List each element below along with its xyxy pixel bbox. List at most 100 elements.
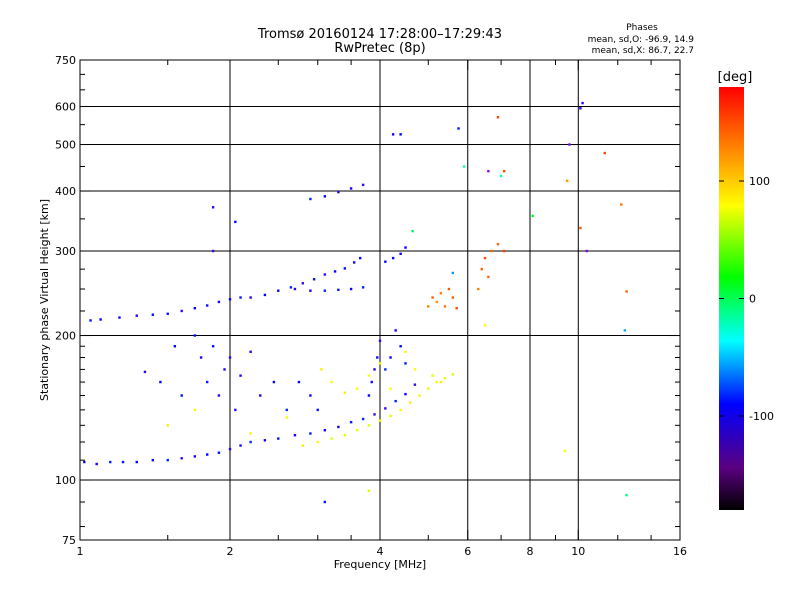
data-point [447, 287, 451, 291]
y-tick-label: 500 [55, 139, 76, 152]
data-point [565, 179, 569, 183]
data-point [623, 329, 627, 332]
y-tick-label: 100 [55, 474, 76, 487]
data-point [180, 457, 183, 460]
colorbar-tick-label: 0 [749, 293, 756, 306]
data-point [211, 206, 215, 209]
data-point [625, 290, 628, 293]
data-point [480, 267, 483, 271]
data-point [297, 380, 301, 384]
data-point [193, 334, 197, 337]
x-tick-label: 8 [527, 545, 534, 558]
legend-title: Phases [626, 23, 658, 33]
data-point [431, 296, 434, 299]
data-point [435, 380, 438, 384]
data-point [439, 380, 443, 384]
data-point [211, 249, 215, 253]
data-point [394, 329, 397, 332]
data-point [367, 394, 371, 397]
data-point [323, 273, 327, 276]
data-point [249, 440, 252, 444]
data-point [413, 383, 417, 386]
data-point [121, 460, 125, 464]
data-point [135, 314, 138, 317]
data-point [349, 287, 353, 291]
data-point [323, 500, 327, 504]
data-point [568, 143, 571, 146]
data-point [263, 439, 267, 442]
x-tick-label: 2 [227, 545, 234, 558]
data-point [166, 424, 169, 427]
data-point [337, 190, 340, 194]
data-point [205, 304, 209, 307]
data-point [234, 408, 237, 412]
x-tick-label: 6 [464, 545, 471, 558]
colorbar-tick-label: 100 [749, 175, 770, 188]
data-point [361, 183, 365, 187]
data-point [309, 394, 312, 397]
data-point [277, 437, 280, 440]
data-point [249, 432, 252, 435]
data-point [349, 420, 353, 424]
data-point [173, 345, 177, 348]
data-point [579, 226, 582, 230]
data-point [487, 169, 490, 173]
data-point [330, 437, 333, 440]
data-point [499, 174, 503, 178]
data-point [435, 300, 438, 304]
data-point [330, 380, 333, 384]
data-point [477, 287, 480, 291]
data-point [180, 309, 183, 313]
data-point [239, 296, 242, 299]
data-point [370, 380, 373, 384]
data-point [487, 275, 490, 279]
data-point [89, 319, 92, 322]
data-point [384, 407, 387, 410]
data-point [166, 312, 169, 315]
data-point [323, 289, 327, 292]
data-point [367, 424, 371, 427]
y-tick-label: 600 [55, 101, 76, 114]
x-tick-label: 16 [673, 545, 687, 558]
data-point [384, 368, 387, 371]
data-point [427, 387, 430, 390]
data-point [378, 419, 382, 422]
data-point [439, 292, 443, 295]
data-point [285, 416, 288, 419]
data-point [483, 256, 487, 260]
data-point [83, 460, 86, 464]
data-point [404, 350, 407, 353]
data-point [159, 380, 162, 384]
data-point [343, 433, 347, 437]
data-point [352, 261, 356, 264]
data-point [285, 408, 288, 412]
data-point [217, 300, 221, 304]
legend-line-o: mean, sd,O: -96.9, 14.9 [588, 35, 695, 45]
data-point [355, 429, 359, 432]
data-point [376, 356, 379, 359]
data-point [394, 399, 397, 403]
data-point [378, 339, 382, 343]
data-point [443, 376, 447, 380]
data-point [309, 197, 312, 201]
colorbar-tick-label: -100 [749, 410, 774, 423]
data-point [373, 413, 376, 416]
data-point [389, 356, 392, 359]
data-point [109, 460, 112, 464]
data-point [309, 289, 312, 292]
data-point [337, 288, 340, 292]
data-point [389, 414, 392, 418]
data-point [239, 444, 242, 447]
data-point [316, 408, 319, 412]
data-point [293, 287, 297, 291]
data-point [361, 286, 365, 289]
data-point [293, 433, 297, 437]
data-point [451, 296, 455, 299]
data-point [193, 307, 197, 310]
data-point [603, 151, 606, 155]
data-point [496, 242, 500, 246]
data-point [272, 380, 276, 384]
data-point [378, 362, 382, 365]
data-point [205, 380, 209, 384]
